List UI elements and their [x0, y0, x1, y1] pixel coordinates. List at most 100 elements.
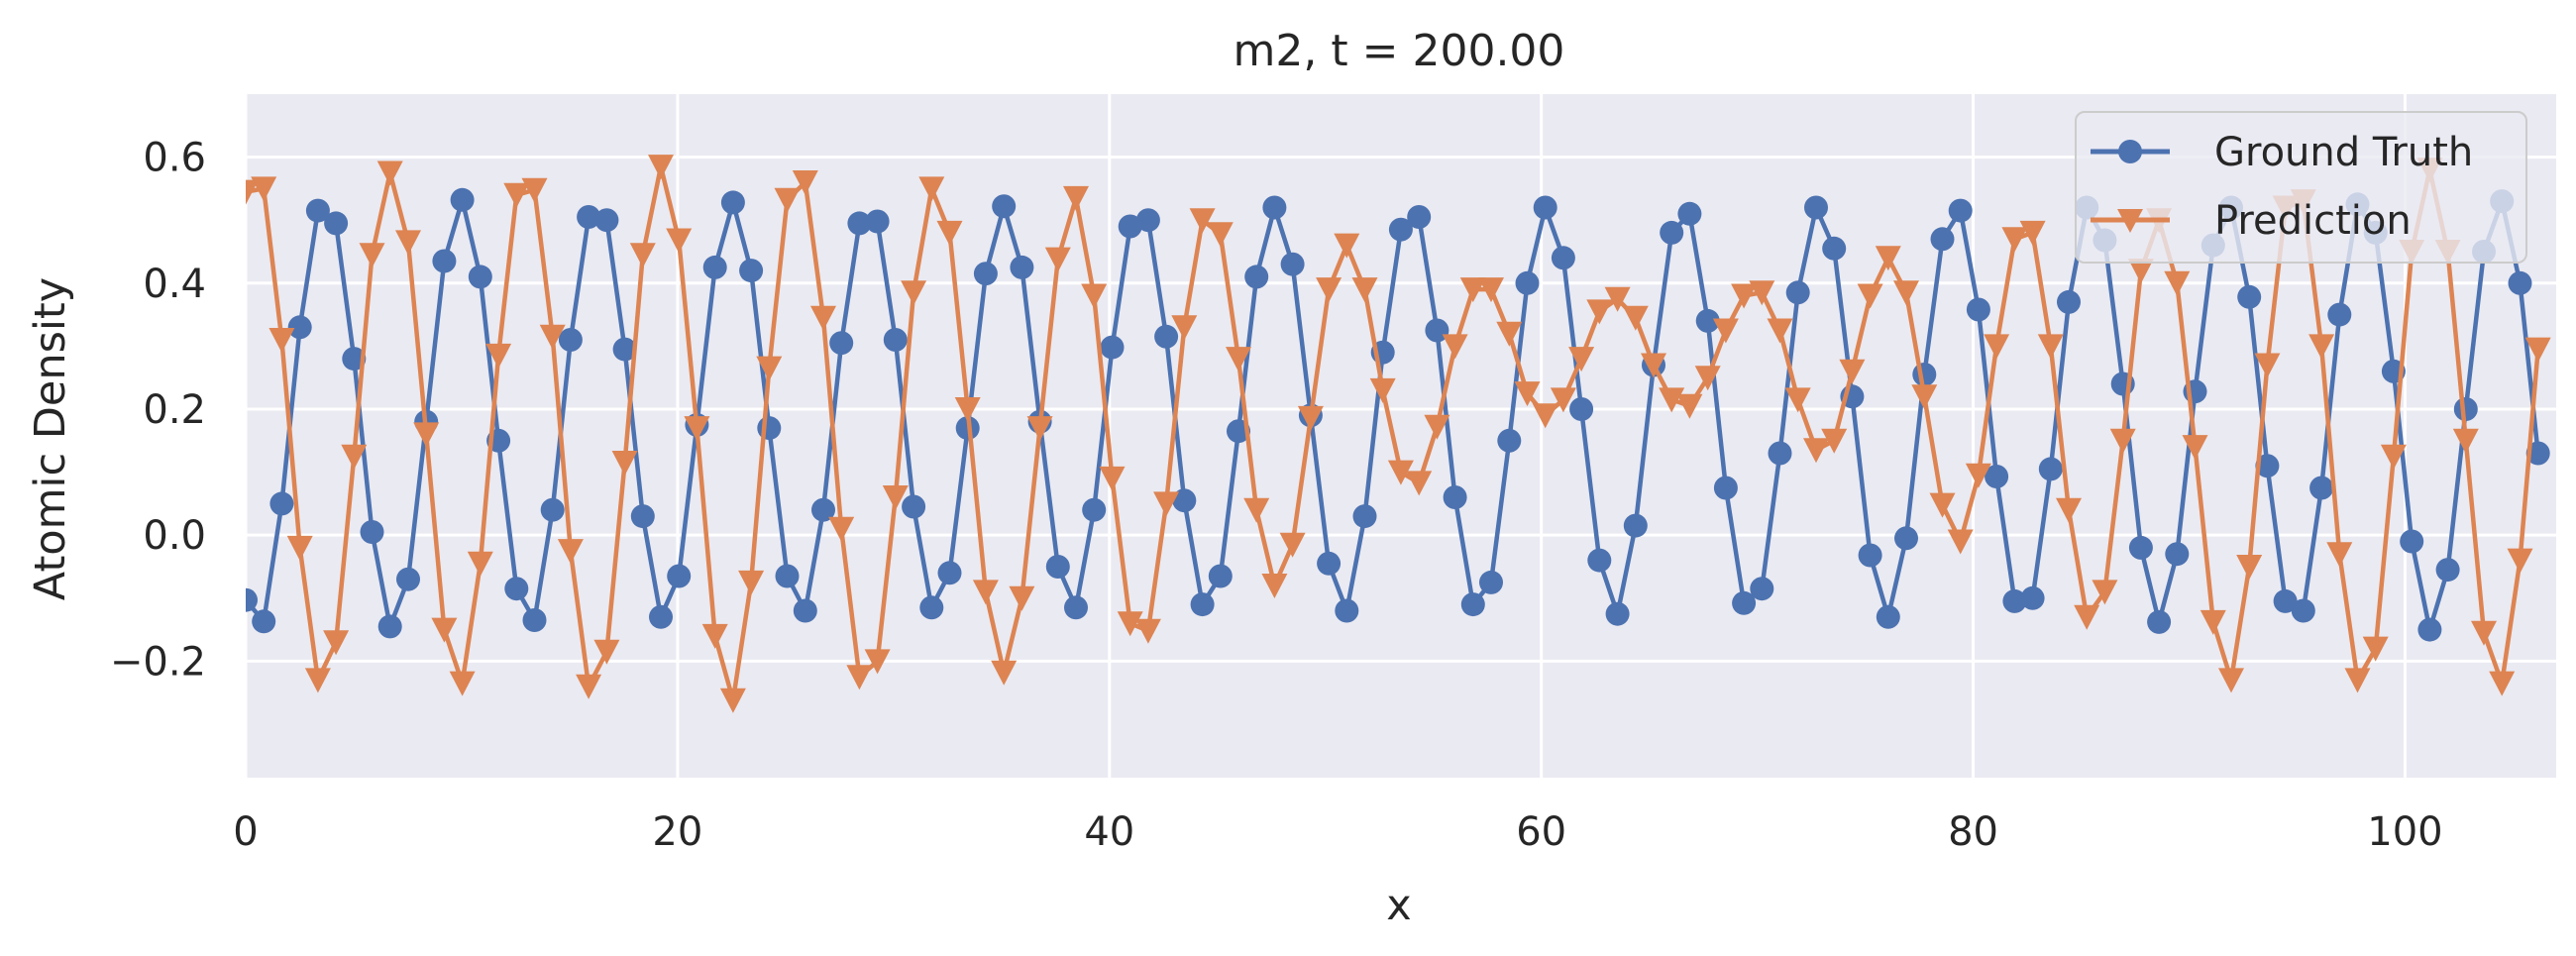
data-point-ground-truth: [2165, 542, 2190, 567]
data-point-prediction: [2092, 580, 2118, 605]
data-point-ground-truth: [1660, 220, 1684, 245]
data-point-ground-truth: [1208, 564, 1233, 588]
data-point-ground-truth: [2128, 535, 2153, 560]
data-point-prediction: [431, 617, 458, 643]
data-point-ground-truth: [1045, 555, 1070, 579]
data-point-ground-truth: [757, 416, 782, 441]
y-tick-label: −0.2: [110, 639, 206, 685]
data-point-ground-truth: [847, 211, 872, 236]
x-tick-label: 60: [1516, 809, 1566, 855]
data-point-prediction: [2524, 337, 2551, 363]
data-point-ground-truth: [342, 347, 367, 372]
data-point-prediction: [2236, 555, 2263, 580]
x-axis-label: x: [1386, 881, 1411, 930]
legend-box: [2075, 111, 2527, 264]
data-point-prediction: [828, 516, 855, 542]
data-point-prediction: [774, 187, 801, 213]
data-point-ground-truth: [1515, 270, 1540, 295]
data-point-ground-truth: [396, 567, 420, 591]
data-point-ground-truth: [1677, 201, 1702, 226]
data-point-prediction: [1351, 277, 1378, 303]
data-point-prediction: [1929, 492, 1956, 518]
data-point-prediction: [1081, 283, 1108, 309]
data-point-ground-truth: [2020, 585, 2045, 610]
data-point-ground-truth: [667, 564, 692, 588]
data-point-prediction: [1712, 318, 1739, 344]
data-point-ground-truth: [2435, 558, 2460, 583]
y-axis-label: Atomic Density: [26, 277, 75, 600]
data-point-prediction: [2489, 671, 2516, 696]
data-point-prediction: [1478, 277, 1504, 303]
data-point-ground-truth: [360, 520, 384, 544]
data-point-prediction: [1604, 286, 1631, 312]
data-point-ground-truth: [577, 205, 601, 229]
data-point-ground-truth: [2057, 289, 2081, 314]
data-point-ground-truth: [1985, 465, 2009, 488]
data-point-prediction: [593, 639, 620, 665]
data-point-ground-truth: [2237, 284, 2262, 309]
data-point-prediction: [1207, 222, 1234, 248]
data-point-prediction: [846, 665, 873, 690]
data-point-ground-truth: [377, 614, 402, 639]
data-point-ground-truth: [504, 577, 529, 601]
data-point-ground-truth: [1605, 601, 1630, 626]
data-point-ground-truth: [775, 564, 800, 588]
data-point-prediction: [449, 671, 476, 696]
legend-marker-triangle-down: [2117, 209, 2143, 233]
data-point-ground-truth: [2453, 397, 2478, 421]
data-point-prediction: [738, 570, 765, 595]
data-point-ground-truth: [1443, 485, 1467, 509]
data-point-ground-truth: [1822, 236, 1847, 261]
data-point-ground-truth: [1335, 598, 1359, 623]
data-point-ground-truth: [883, 328, 908, 352]
data-point-prediction: [1622, 305, 1649, 331]
tick-labels: 0 20 40 60 80 100 −0.2 0.0 0.2 0.4 0.6: [110, 136, 2443, 855]
data-point-prediction: [629, 243, 656, 268]
data-point-prediction: [1424, 414, 1450, 440]
y-tick-label: 0.0: [143, 513, 206, 559]
data-point-ground-truth: [1497, 428, 1522, 453]
data-point-ground-truth: [1930, 227, 1955, 252]
data-point-ground-truth: [1154, 324, 1179, 349]
data-point-prediction: [503, 182, 530, 208]
data-point-prediction: [2001, 227, 2028, 253]
data-point-ground-truth: [1768, 441, 1792, 466]
x-tick-label: 100: [2367, 809, 2442, 855]
data-point-prediction: [1911, 384, 1938, 410]
x-tick-label: 40: [1084, 809, 1134, 855]
data-point-prediction: [323, 630, 350, 656]
data-point-prediction: [2127, 259, 2154, 284]
data-point-prediction: [901, 280, 927, 306]
data-point-prediction: [341, 444, 368, 470]
y-tick-label: 0.2: [143, 387, 206, 433]
data-point-prediction: [268, 328, 295, 353]
data-point-ground-truth: [1479, 570, 1503, 594]
data-point-ground-truth: [1118, 214, 1142, 239]
data-point-prediction: [376, 160, 403, 186]
data-point-ground-truth: [2255, 454, 2280, 478]
data-point-prediction: [810, 305, 836, 331]
data-point-prediction: [1803, 438, 1829, 464]
data-point-ground-truth: [1713, 476, 1738, 500]
data-point-prediction: [2218, 668, 2244, 693]
data-point-ground-truth: [1135, 208, 1160, 233]
data-point-ground-truth: [630, 504, 655, 529]
data-point-prediction: [304, 668, 331, 693]
data-point-ground-truth: [1894, 526, 1918, 551]
data-point-prediction: [1279, 532, 1306, 558]
data-point-prediction: [2019, 220, 2046, 246]
data-point-prediction: [972, 580, 999, 605]
data-point-prediction: [1821, 428, 1848, 454]
data-point-prediction: [701, 623, 728, 649]
legend-label-prediction: Prediction: [2214, 198, 2412, 244]
data-point-prediction: [1442, 334, 1468, 360]
data-point-prediction: [2507, 548, 2533, 574]
data-point-prediction: [666, 228, 693, 254]
data-point-ground-truth: [1876, 604, 1900, 629]
data-point-ground-truth: [1533, 195, 1557, 220]
x-tick-label: 20: [652, 809, 702, 855]
x-tick-label: 0: [233, 809, 258, 855]
data-point-prediction: [719, 688, 746, 713]
data-point-prediction: [1026, 416, 1053, 442]
